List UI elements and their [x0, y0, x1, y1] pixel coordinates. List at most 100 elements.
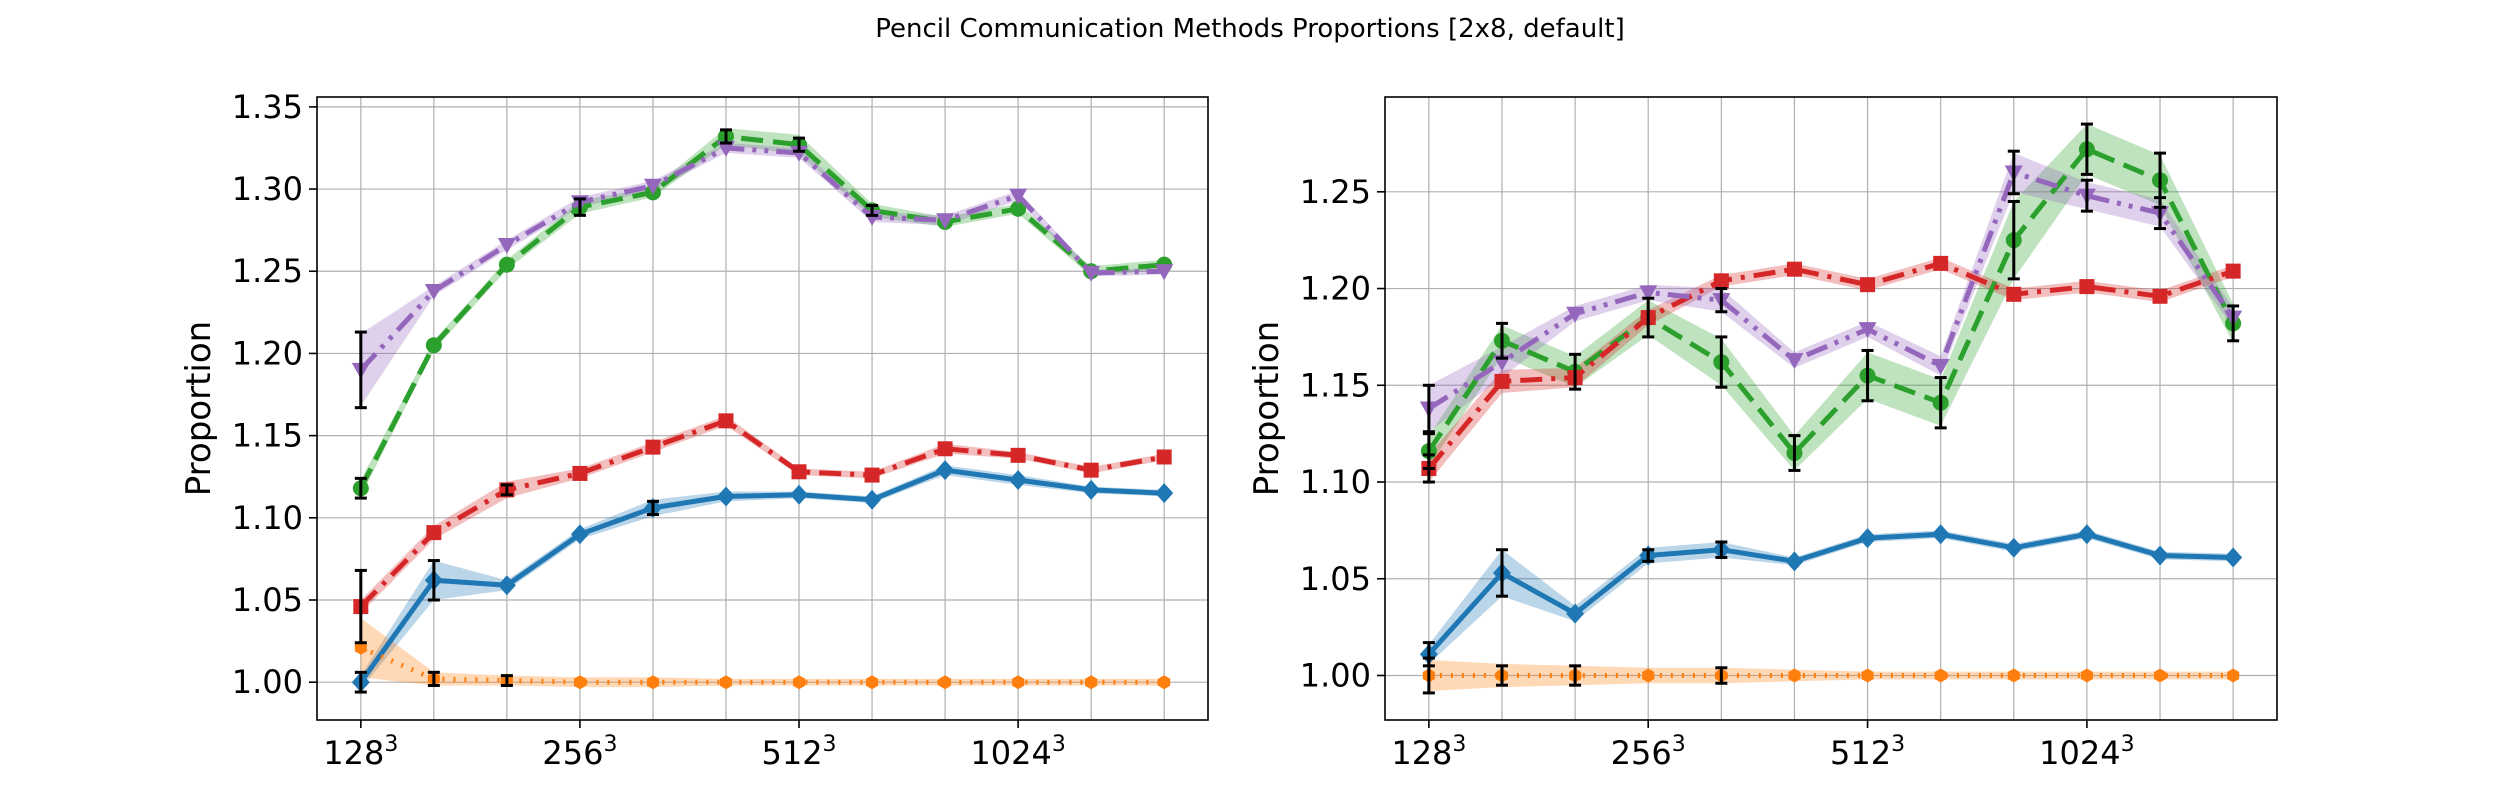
error-bar [1495, 548, 1508, 598]
data-point [2225, 263, 2241, 279]
error-bar [573, 197, 586, 217]
error-bar [1715, 335, 1728, 389]
axes-frame [316, 96, 1209, 721]
y-tick-label: 1.10 [232, 499, 303, 537]
data-point [1566, 603, 1585, 624]
data-point [1860, 277, 1876, 293]
data-point [793, 675, 806, 690]
y-tick-label: 1.10 [1300, 463, 1371, 501]
data-point [718, 413, 734, 429]
confidence-band [1428, 530, 2234, 664]
y-tick-label: 1.05 [232, 581, 303, 619]
data-point [1156, 449, 1172, 465]
data-point [2151, 545, 2170, 566]
data-point [1785, 353, 1804, 370]
data-point [1858, 322, 1877, 339]
data-point [1933, 255, 1949, 271]
error-bar [1715, 666, 1728, 685]
data-point [791, 464, 807, 480]
data-point [1009, 188, 1028, 205]
data-point [2006, 286, 2022, 302]
series-line [359, 645, 1165, 685]
x-tick-label: 5123 [1830, 732, 1905, 772]
data-point [1642, 668, 1655, 683]
data-point [498, 256, 515, 273]
error-bar [646, 499, 659, 517]
error-bar [793, 136, 806, 153]
x-tick-label: 10243 [970, 732, 1065, 772]
error-bar [1788, 434, 1801, 472]
plot-area [351, 128, 1174, 694]
data-point [937, 441, 953, 457]
data-point [2079, 279, 2095, 295]
x-tick-label: 2563 [542, 732, 617, 772]
data-point [1639, 285, 1658, 302]
error-bar [427, 559, 440, 602]
error-bar [1569, 352, 1582, 391]
data-point [572, 465, 588, 481]
error-bar [1715, 540, 1728, 559]
error-bar [1495, 664, 1508, 687]
confidence-band [360, 618, 1165, 688]
data-point [573, 675, 586, 690]
data-point [1788, 668, 1801, 683]
data-point [719, 675, 732, 690]
y-axis-label: Proportion [179, 321, 219, 496]
data-point [1158, 675, 1171, 690]
error-bar [1569, 664, 1582, 687]
data-point [1082, 265, 1101, 282]
y-tick-label: 1.25 [1300, 173, 1371, 211]
series-line [1426, 260, 2234, 471]
error-bar [354, 568, 367, 645]
error-bar [2080, 122, 2093, 176]
data-point [1010, 447, 1026, 463]
y-axis-label: Proportion [1247, 321, 1287, 496]
error-bar [1422, 656, 1435, 695]
right-chart: 1.00 1.05 1.10 1.15 1.20 1.25 1283 2563 5123 1024… [1247, 96, 2278, 772]
data-point [936, 213, 955, 230]
series-line [1426, 146, 2236, 456]
y-tick-label: 1.35 [232, 88, 303, 126]
figure-title: Pencil Communication Methods Proportions… [875, 14, 1625, 44]
confidence-band [1428, 257, 2234, 482]
y-tick-label: 1.20 [1300, 270, 1371, 308]
data-point [2152, 288, 2168, 304]
x-tick-label: 1283 [1391, 732, 1466, 772]
error-bar [1934, 376, 1947, 430]
data-point [497, 575, 516, 596]
data-point [645, 439, 661, 455]
data-point [2154, 668, 2167, 683]
error-bar [1715, 287, 1728, 314]
data-point [2007, 668, 2020, 683]
data-point [863, 489, 882, 510]
error-bar [1495, 321, 1508, 360]
data-point [1155, 483, 1174, 504]
data-point [1494, 373, 1510, 389]
data-point [1786, 261, 1802, 277]
error-bar [354, 476, 367, 500]
data-point [425, 337, 442, 354]
data-point [1931, 524, 1950, 545]
confidence-band [1428, 660, 2234, 691]
x-tick-label: 5123 [761, 732, 836, 772]
data-point [1012, 675, 1025, 690]
data-point [936, 460, 955, 481]
x-tick-label: 10243 [2039, 732, 2134, 772]
y-tick-label: 1.30 [232, 170, 303, 208]
data-point [2004, 537, 2023, 558]
data-point [1566, 306, 1585, 323]
error-bar [2080, 178, 2093, 213]
error-bar [427, 670, 440, 687]
y-tick-label: 1.20 [232, 334, 303, 372]
data-point [426, 525, 442, 541]
y-tick-label: 1.15 [1300, 366, 1371, 404]
y-tick-label: 1.00 [232, 663, 303, 701]
data-point [646, 675, 659, 690]
error-bar [1642, 296, 1655, 339]
error-bar [354, 670, 367, 694]
series-line [358, 134, 1165, 490]
confidence-band [360, 143, 1165, 406]
data-point [1155, 264, 1174, 281]
data-point [716, 140, 735, 157]
